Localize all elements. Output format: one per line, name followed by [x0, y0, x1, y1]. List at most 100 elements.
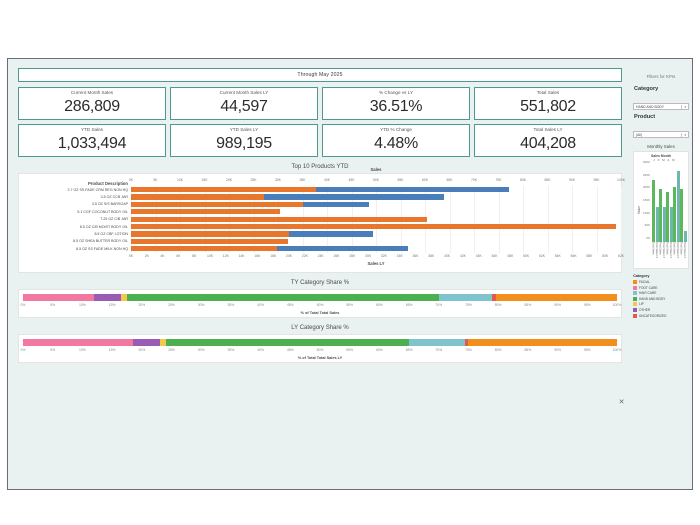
kpi-card[interactable]: YTD Sales LY 989,195 [170, 124, 318, 157]
share-segment-hair-care[interactable] [438, 294, 493, 301]
legend-item[interactable]: UNCATEGORIZED [633, 313, 689, 318]
legend-item[interactable]: FOOT CARE [633, 285, 689, 290]
kpi-card[interactable]: YTD % Change 4.48% [322, 124, 470, 157]
share-segment-other[interactable] [94, 294, 121, 301]
axis-tick: 10% [78, 348, 86, 352]
y-axis-tick: 200K [642, 185, 650, 190]
month-bar[interactable] [673, 186, 677, 242]
legend-item[interactable]: FACIAL [633, 280, 689, 284]
axis-tick: 60% [375, 303, 383, 307]
table-row[interactable]: 8.5 OZ SS FADE MILK NON HQ [19, 245, 622, 253]
share-segment-facial[interactable] [495, 294, 617, 301]
ty-share-chart[interactable]: 0% 5% 10% 15% 20% 25% 30% 35% 40% 45% 50% 55% 60% 65%… [18, 289, 622, 318]
gridline [449, 237, 451, 246]
gridline [523, 245, 524, 253]
table-row[interactable]: 3.5 OZ S/S BARSOAP [19, 200, 622, 209]
share-segment-hand-and-body[interactable] [165, 339, 410, 346]
ty-share-stack [23, 294, 617, 301]
gridline [474, 193, 475, 201]
month-label: F [657, 158, 660, 162]
axis-tick: 36K [412, 253, 419, 258]
axis-tick: 60K [602, 253, 609, 258]
top10-row-header: Product Description [87, 181, 128, 186]
bar-sales-ly[interactable] [315, 187, 509, 193]
bar-sales[interactable] [131, 209, 280, 215]
month-bar[interactable] [655, 207, 659, 242]
kpi-grid: Current Month Sales 286,809 Current Month … [18, 87, 622, 157]
bar-sales[interactable] [131, 216, 428, 222]
table-row[interactable]: 8.5 OZ CBF LOTION [19, 230, 622, 238]
kpi-card[interactable]: Total Sales LY 404,208 [474, 124, 622, 157]
share-segment-other[interactable] [132, 339, 160, 346]
month-bar[interactable] [676, 171, 680, 242]
kpi-card[interactable]: Current Month Sales LY 44,597 [170, 87, 318, 120]
month-bar[interactable] [669, 207, 673, 242]
bar-sales[interactable] [131, 246, 277, 252]
table-row[interactable]: 7.25 OZ C/B JAR [19, 215, 622, 223]
bar-sales-ly[interactable] [264, 194, 445, 200]
bar-sales-ly[interactable] [289, 231, 374, 237]
bar-sales[interactable] [131, 224, 617, 230]
table-row[interactable]: 8.5 OZ SHEA BUTTER BODY OIL [19, 237, 622, 246]
month-bar[interactable] [680, 188, 684, 242]
share-segment-uncategorized[interactable] [465, 339, 469, 346]
month-bar[interactable] [659, 188, 663, 242]
legend-item[interactable]: LIP [633, 302, 689, 307]
share-segment-hand-and-body[interactable] [126, 294, 439, 301]
legend-item[interactable]: HAND AND BODY [633, 296, 689, 301]
top10-chart[interactable]: Product Description Sales 0K 5K 10K 15K 20K 2… [18, 167, 625, 273]
share-segment-facial[interactable] [468, 339, 617, 346]
bar-sales[interactable] [131, 201, 303, 208]
month-bar[interactable] [652, 179, 656, 242]
kpi-card[interactable]: YTD Sales 1,033,494 [18, 124, 166, 157]
table-row[interactable]: 2.7 OZ SS FADE CRM REG NON HQ [19, 186, 622, 194]
ty-share-panel: TY Category Share % 0% 5% 10% 15% 20% 25% 30% 3… [18, 277, 622, 318]
share-segment-uncategorized[interactable] [492, 294, 496, 301]
gridline [376, 200, 377, 209]
bar-track [131, 200, 622, 209]
table-row[interactable]: 3.5 OZ CCB JAR [19, 193, 622, 201]
share-segment-hair-care[interactable] [409, 339, 466, 346]
ly-share-chart[interactable]: 0% 5% 10% 15% 20% 25% 30% 35% 40% 45% 50% 55% 60% 65%… [18, 334, 622, 363]
axis-tick: 65% [405, 348, 413, 352]
share-segment-foot-care[interactable] [23, 339, 133, 346]
bar-track [131, 222, 622, 231]
bar-sales[interactable] [131, 231, 290, 237]
category-filter-value: HAND AND BODY [636, 104, 665, 109]
month-bar[interactable] [662, 207, 666, 242]
legend-item[interactable]: HAIR CARE [633, 291, 689, 296]
table-row[interactable]: 8.5 OZ C/B MOIST BODY OIL [19, 222, 622, 231]
product-filter-select[interactable]: (All) ▾ [633, 131, 689, 138]
close-icon[interactable]: ✕ [618, 398, 625, 406]
share-segment-lip[interactable] [120, 294, 127, 301]
share-segment-foot-care[interactable] [23, 294, 95, 301]
bar-sales-ly[interactable] [276, 246, 408, 252]
axis-tick: 40% [257, 348, 264, 352]
share-segment-lip[interactable] [159, 339, 166, 346]
category-filter-select[interactable]: HAND AND BODY ▾ [633, 103, 689, 110]
month-bar-group[interactable] [680, 166, 687, 242]
kpi-card[interactable]: % Change vs LY 36.51% [322, 87, 470, 120]
month-bar[interactable] [666, 191, 670, 242]
gridline [596, 193, 598, 201]
axis-tick: 10% [78, 303, 86, 307]
month-bar-group[interactable] [652, 166, 659, 242]
bar-sales[interactable] [131, 187, 316, 193]
table-row[interactable]: 5.1 CGF COCONUT BODY OIL [19, 208, 622, 216]
kpi-card[interactable]: Total Sales 551,802 [474, 87, 622, 120]
bar-sales[interactable] [131, 194, 265, 200]
bar-sales-ly[interactable] [302, 201, 369, 208]
kpi-label: % Change vs LY [379, 90, 413, 95]
month-bar-group[interactable] [666, 166, 673, 242]
bar-sales[interactable] [131, 238, 288, 245]
legend-item[interactable]: OTHER [633, 307, 689, 312]
x-axis-tick: Total Sales LY [683, 242, 686, 259]
product-description: 8.5 OZ CBF LOTION [94, 232, 128, 237]
month-bar-group[interactable] [673, 166, 680, 242]
month-bar[interactable] [683, 231, 687, 242]
gridline [474, 215, 475, 223]
product-description: 3.5 OZ S/S BARSOAP [91, 202, 128, 207]
month-bar-group[interactable] [659, 166, 666, 242]
kpi-card[interactable]: Current Month Sales 286,809 [18, 87, 166, 120]
